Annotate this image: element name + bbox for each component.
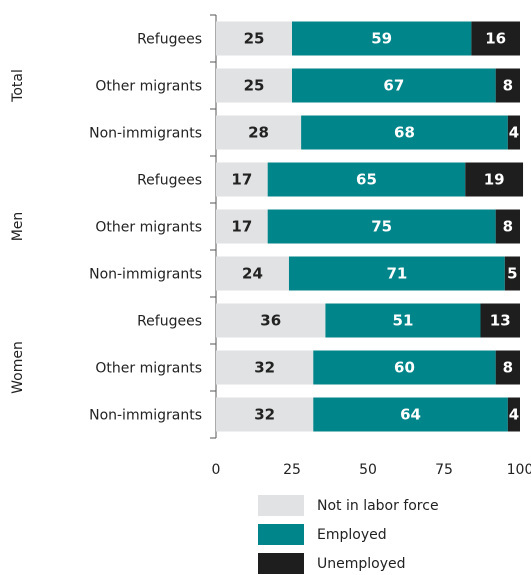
bar-segment (292, 68, 496, 103)
data-label: 8 (503, 218, 513, 236)
data-label: 17 (231, 218, 252, 236)
bar-segment (216, 350, 314, 385)
legend-label: Employed (317, 527, 387, 543)
bar-segment (313, 397, 508, 432)
group-label: Total (10, 69, 26, 103)
bar-segment (504, 256, 520, 291)
bar-segment (495, 68, 520, 103)
legend-swatch (258, 553, 304, 574)
x-tick-labels: 0 25 50 75 100 (212, 462, 531, 478)
data-label: 65 (356, 171, 377, 189)
bar-segment (216, 209, 268, 244)
x-tick-label: 75 (435, 462, 453, 478)
x-tick-label: 50 (359, 462, 377, 478)
category-label: Non-immigrants (89, 408, 202, 424)
group-label: Women (10, 341, 26, 394)
x-tick-label: 25 (283, 462, 301, 478)
data-label: 60 (394, 359, 415, 377)
bar-segment (495, 209, 520, 244)
legend-label: Unemployed (317, 556, 406, 572)
data-label: 64 (400, 406, 421, 424)
category-label: Other migrants (95, 361, 202, 377)
value-labels: 25 59 16 25 67 8 28 68 4 17 65 19 17 75 8 24 71 5 36 51 13 32… (231, 30, 519, 424)
data-label: 4 (509, 124, 519, 142)
x-tick-label: 0 (212, 462, 221, 478)
bar-segment (313, 350, 496, 385)
bar-segment (465, 162, 524, 197)
data-label: 32 (254, 406, 275, 424)
x-tick-label: 100 (507, 462, 531, 478)
category-label: Other migrants (95, 220, 202, 236)
data-label: 59 (371, 30, 392, 48)
bar-segment (216, 21, 292, 56)
data-label: 19 (484, 171, 505, 189)
bar-segment (480, 303, 520, 338)
data-label: 71 (386, 265, 407, 283)
data-label: 4 (509, 406, 519, 424)
bar-segment (267, 209, 496, 244)
data-label: 25 (244, 30, 265, 48)
data-label: 16 (485, 30, 506, 48)
data-label: 67 (383, 77, 404, 95)
data-label: 8 (503, 359, 513, 377)
bar-segment (216, 68, 292, 103)
bar-segment (267, 162, 466, 197)
bars (216, 21, 524, 432)
bar-segment (216, 115, 302, 150)
data-label: 68 (394, 124, 415, 142)
bar-segment (507, 115, 520, 150)
category-labels: Refugees Other migrants Non-immigrants Refu… (89, 32, 202, 424)
bar-segment (288, 256, 505, 291)
group-label: Men (10, 212, 26, 242)
bar-segment (325, 303, 481, 338)
bar-segment (495, 350, 520, 385)
category-label: Refugees (137, 173, 202, 189)
bar-segment (216, 256, 289, 291)
data-label: 51 (393, 312, 414, 330)
bar-segment (216, 397, 314, 432)
category-label: Refugees (137, 314, 202, 330)
legend-swatch (258, 524, 304, 545)
category-label: Refugees (137, 32, 202, 48)
data-label: 32 (254, 359, 275, 377)
data-label: 13 (490, 312, 511, 330)
data-label: 75 (371, 218, 392, 236)
data-label: 5 (507, 265, 517, 283)
group-labels: Total Men Women (10, 69, 26, 394)
data-label: 25 (244, 77, 265, 95)
data-label: 28 (248, 124, 269, 142)
category-axis (210, 14, 217, 439)
bar-segment (507, 397, 520, 432)
data-label: 24 (242, 265, 263, 283)
data-label: 17 (231, 171, 252, 189)
bar-segment (216, 303, 326, 338)
bar-segment (471, 21, 520, 56)
legend-swatch (258, 495, 304, 516)
bar-segment (216, 162, 268, 197)
data-label: 36 (260, 312, 281, 330)
legend-label: Not in labor force (317, 498, 439, 514)
bar-segment (292, 21, 472, 56)
bar-segment (301, 115, 508, 150)
category-label: Non-immigrants (89, 126, 202, 142)
data-label: 8 (503, 77, 513, 95)
legend: Not in labor force Employed Unemployed (258, 495, 439, 574)
category-label: Other migrants (95, 79, 202, 95)
category-label: Non-immigrants (89, 267, 202, 283)
